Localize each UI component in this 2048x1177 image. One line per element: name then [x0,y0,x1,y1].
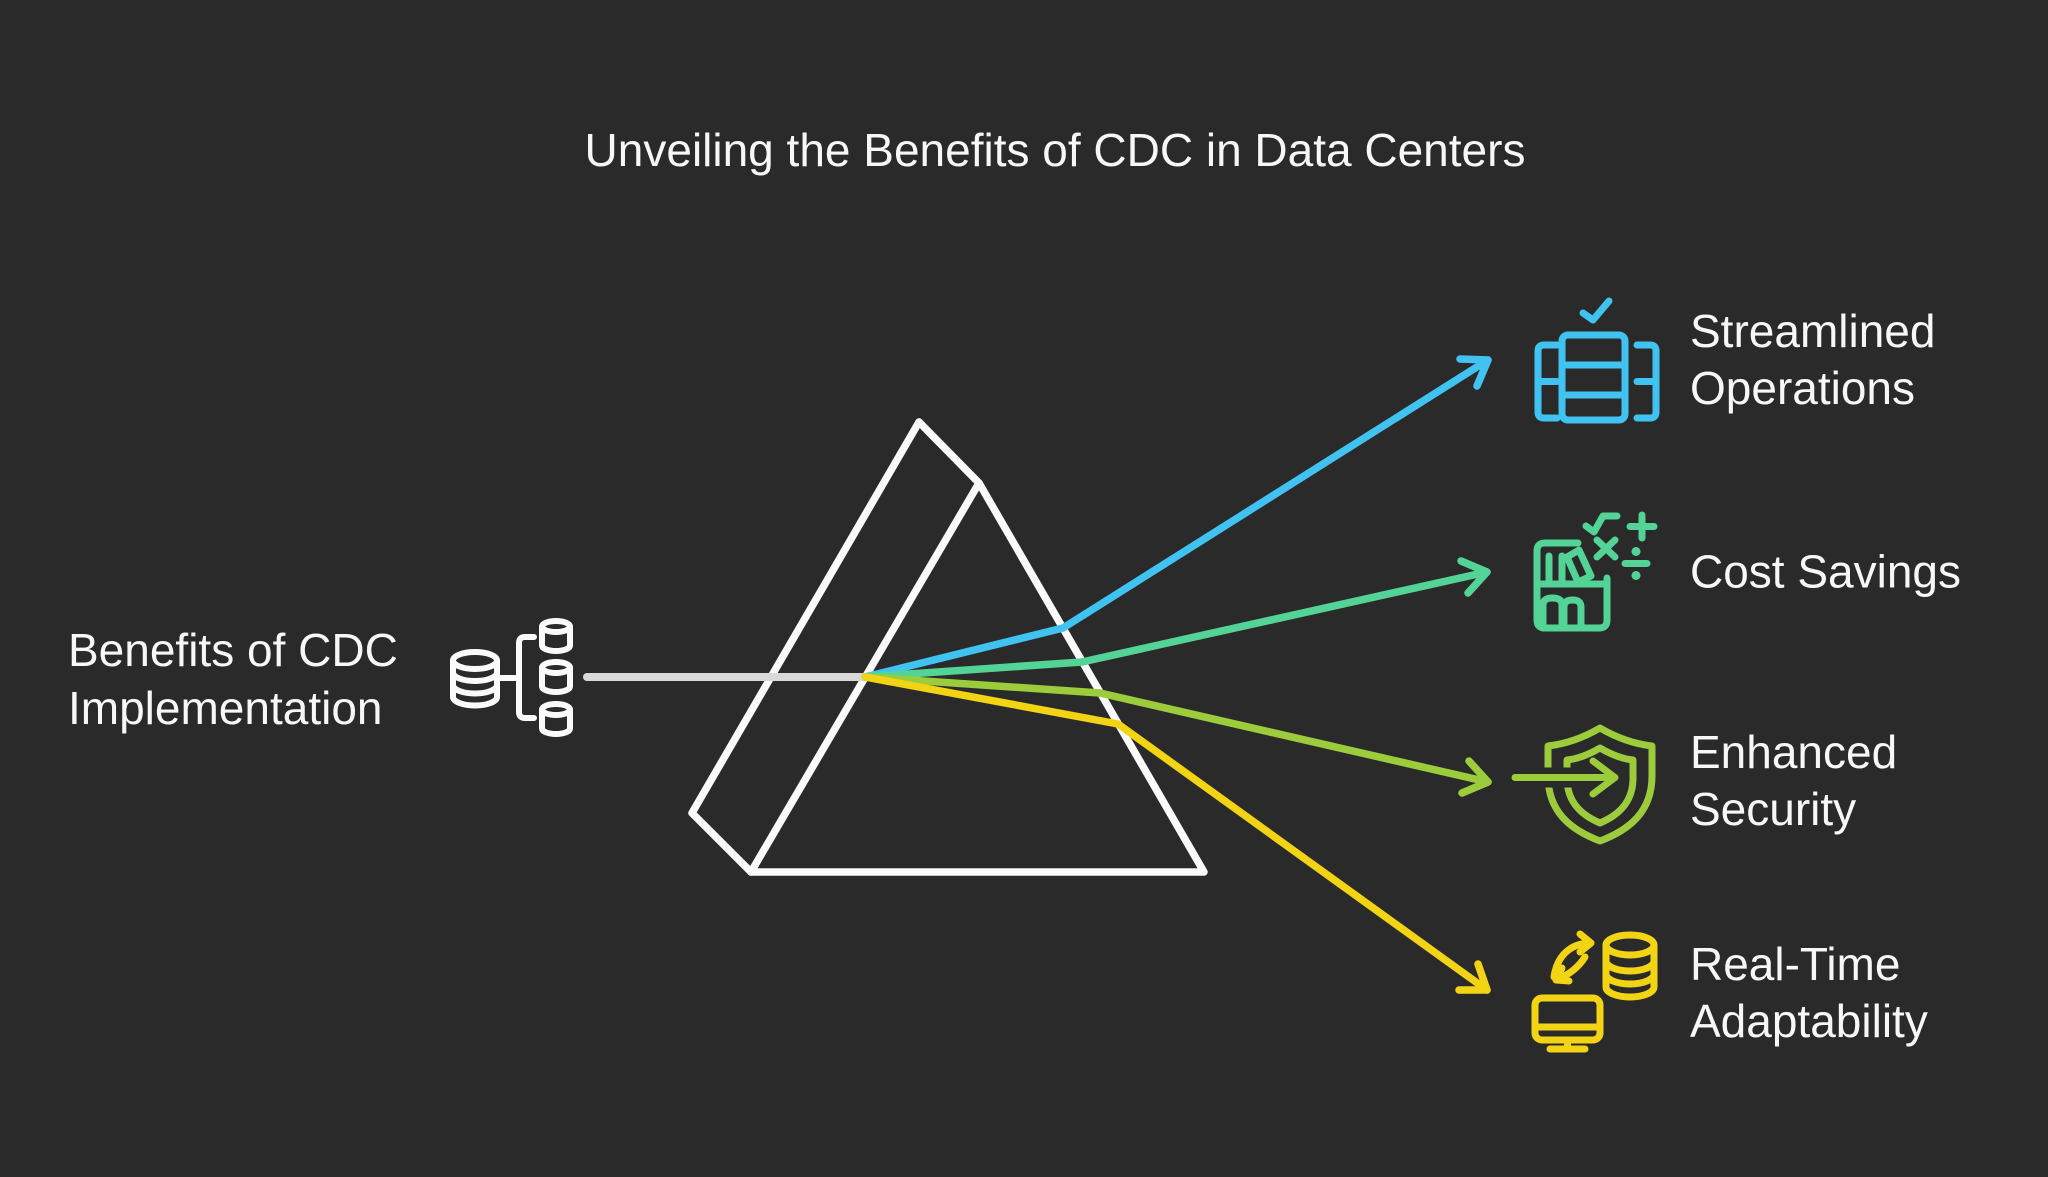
server-cabinet [1558,331,1629,424]
arrow-head [1552,964,1573,985]
right-rail [1633,341,1660,422]
ray-streamlined-operations [861,355,1492,681]
left-rail [1534,341,1561,422]
arrow-head [1458,757,1492,797]
small-database-1 [539,618,573,654]
arched-book [1560,596,1585,632]
database-band [450,682,500,697]
times-symbol [1593,536,1619,561]
small-database-3 [539,701,573,737]
check-mark [1579,297,1613,324]
sync-arrow-up [1550,939,1593,981]
shield-arrow-icon [1511,724,1656,845]
shelf-outline [1533,539,1611,632]
database-band [450,669,500,684]
monitor [1531,994,1604,1053]
benefit-label-enhanced-security: Enhanced Security [1690,726,1898,835]
database-branch-icon [450,618,573,737]
sqrt-symbol [1582,512,1621,536]
arrow-head [1456,355,1492,390]
ray-line [861,356,1492,681]
benefit-label-cost-savings: Cost Savings [1690,545,1962,598]
tilted-book [1563,546,1595,586]
ray-line [861,673,1492,786]
database-body [450,657,500,709]
shield-outer [1544,724,1656,845]
bookshelf-math-icon [1533,511,1658,632]
arrow-head [1457,557,1491,597]
source-label: Benefits of CDC Implementation [68,624,398,734]
ray-line [861,568,1491,681]
plus-symbol [1626,511,1658,542]
arched-book [1539,594,1566,632]
prism-back-edge [688,418,923,876]
ray-cost-savings [861,557,1491,681]
small-database-2 [539,659,573,695]
benefit-label-streamlined-operations: Streamlined Operations [1690,305,1936,414]
ray-enhanced-security [861,673,1492,797]
server-check-icon [1534,297,1660,424]
branch-bracket [516,634,537,721]
database-top [450,649,500,672]
arrow-head [1589,757,1619,798]
page-title: Unveiling the Benefits of CDC in Data Ce… [584,124,1526,176]
arrow-head [1455,960,1491,994]
prism-ridge-edge [915,418,983,487]
ray-real-time-adaptability [861,673,1491,994]
benefit-label-real-time-adaptability: Real-Time Adaptability [1690,938,1928,1047]
database-stack [1602,931,1658,1001]
arrow-head [1576,930,1595,956]
monitor-database-sync-icon [1531,930,1658,1053]
shield-inner [1563,744,1637,827]
sync-arrows [1550,930,1595,985]
prism-shape [688,418,1208,876]
ray-line [861,673,1491,994]
